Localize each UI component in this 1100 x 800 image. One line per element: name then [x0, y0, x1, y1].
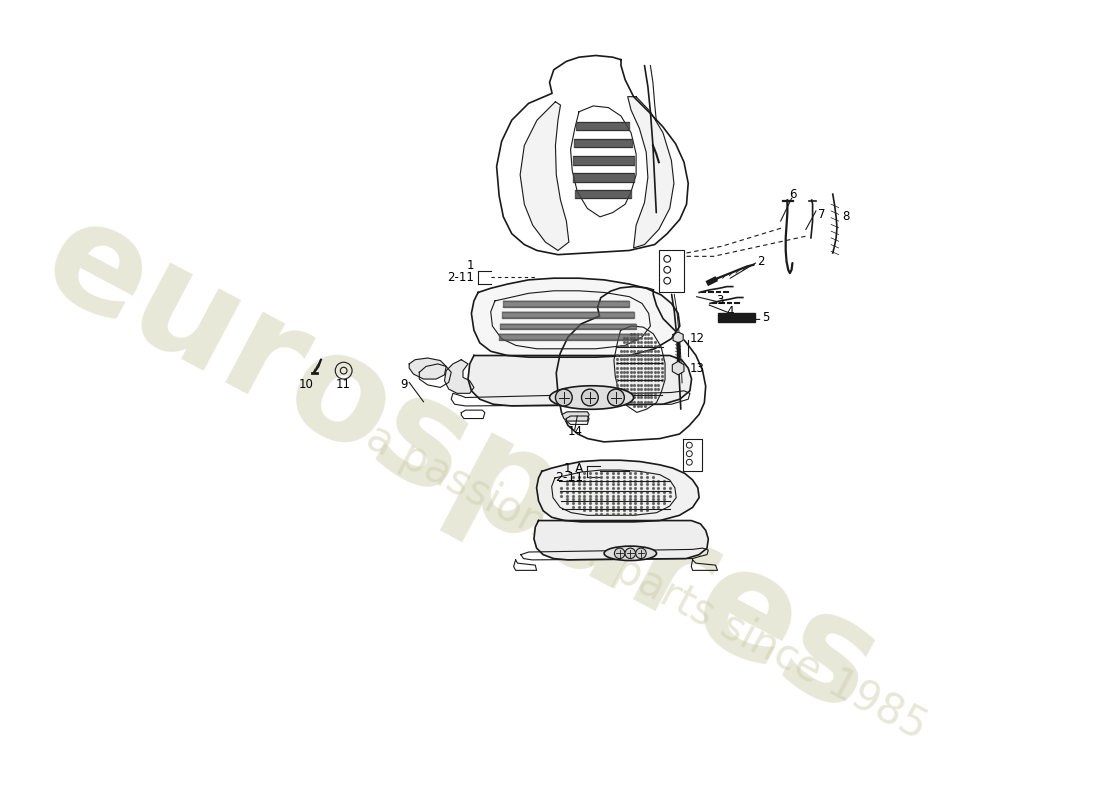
Text: 7: 7	[818, 208, 826, 221]
Text: 12: 12	[690, 332, 705, 345]
Circle shape	[636, 548, 646, 558]
Text: 14: 14	[568, 425, 582, 438]
Text: 5: 5	[762, 311, 770, 324]
Polygon shape	[534, 521, 708, 560]
Circle shape	[556, 389, 572, 406]
Text: 10: 10	[298, 378, 314, 391]
Circle shape	[615, 548, 625, 558]
Text: a passion for parts since 1985: a passion for parts since 1985	[359, 416, 934, 749]
Polygon shape	[628, 97, 674, 248]
Polygon shape	[472, 278, 680, 357]
Polygon shape	[409, 358, 447, 379]
Polygon shape	[537, 460, 700, 522]
Circle shape	[625, 548, 636, 558]
Text: 11: 11	[337, 378, 351, 391]
Circle shape	[582, 389, 598, 406]
Text: 6: 6	[789, 188, 796, 201]
Polygon shape	[444, 360, 474, 394]
Text: 13: 13	[690, 362, 705, 374]
Circle shape	[607, 389, 625, 406]
Text: 8: 8	[842, 210, 849, 223]
Text: 2-11: 2-11	[556, 471, 583, 484]
Polygon shape	[562, 412, 590, 421]
Text: eurospares: eurospares	[21, 186, 902, 743]
Text: 4: 4	[726, 306, 734, 318]
Text: 1: 1	[466, 259, 474, 272]
Polygon shape	[673, 332, 683, 343]
Text: 2-11: 2-11	[447, 271, 474, 284]
Ellipse shape	[604, 546, 657, 561]
Polygon shape	[468, 355, 692, 406]
Bar	[659, 250, 684, 293]
Bar	[717, 314, 756, 322]
Text: 2: 2	[757, 255, 764, 268]
Text: 3: 3	[716, 294, 724, 307]
Polygon shape	[520, 102, 569, 250]
Text: 9: 9	[400, 378, 408, 391]
Text: 1 A: 1 A	[564, 462, 583, 474]
Ellipse shape	[550, 386, 634, 410]
